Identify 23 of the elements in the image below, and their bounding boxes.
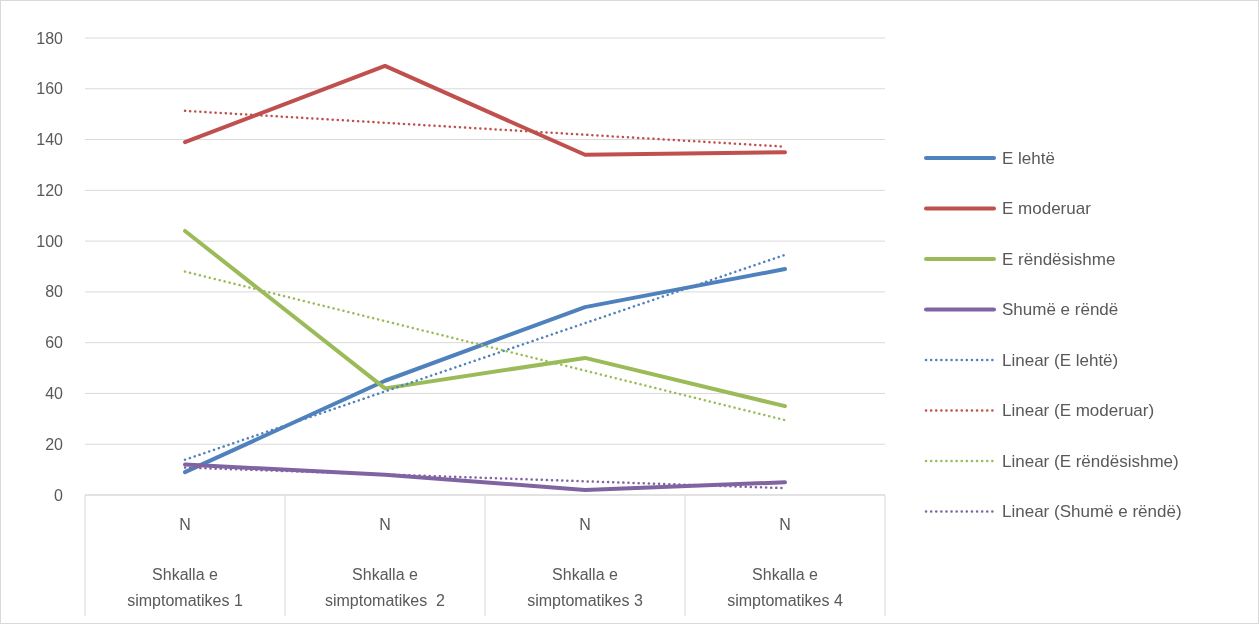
- line-series: [183, 63, 787, 157]
- y-tick-label: 80: [45, 283, 64, 301]
- legend-label: Shumë e rëndë: [1002, 300, 1119, 320]
- legend-label: E lehtë: [1002, 148, 1055, 168]
- y-tick-label: 40: [45, 385, 64, 403]
- legend-label: Linear (Shumë e rëndë): [1002, 502, 1182, 522]
- category-label: N Shkalla e simptomatikes 4: [727, 516, 843, 609]
- y-tick-label: 0: [54, 486, 64, 504]
- category-label: N Shkalla e simptomatikes 1: [127, 516, 243, 609]
- legend-label: Linear (E lehtë): [1002, 350, 1119, 370]
- category-label: N Shkalla e simptomatikes 2: [324, 516, 446, 609]
- y-tick-label: 60: [45, 334, 64, 352]
- y-tick-label: 180: [36, 29, 64, 47]
- legend-label: Linear (E rëndësishme): [1002, 451, 1179, 471]
- y-tick-label: 140: [36, 131, 64, 149]
- y-tick-label: 100: [36, 232, 64, 250]
- category-label: N Shkalla e simptomatikes 3: [527, 516, 643, 609]
- y-tick-label: 120: [36, 181, 64, 199]
- y-tick-label: 160: [36, 80, 64, 98]
- legend-label: Linear (E moderuar): [1002, 401, 1155, 421]
- legend-label: E rëndësishme: [1002, 249, 1116, 269]
- y-tick-label: 20: [45, 435, 64, 453]
- legend-label: E moderuar: [1002, 199, 1092, 219]
